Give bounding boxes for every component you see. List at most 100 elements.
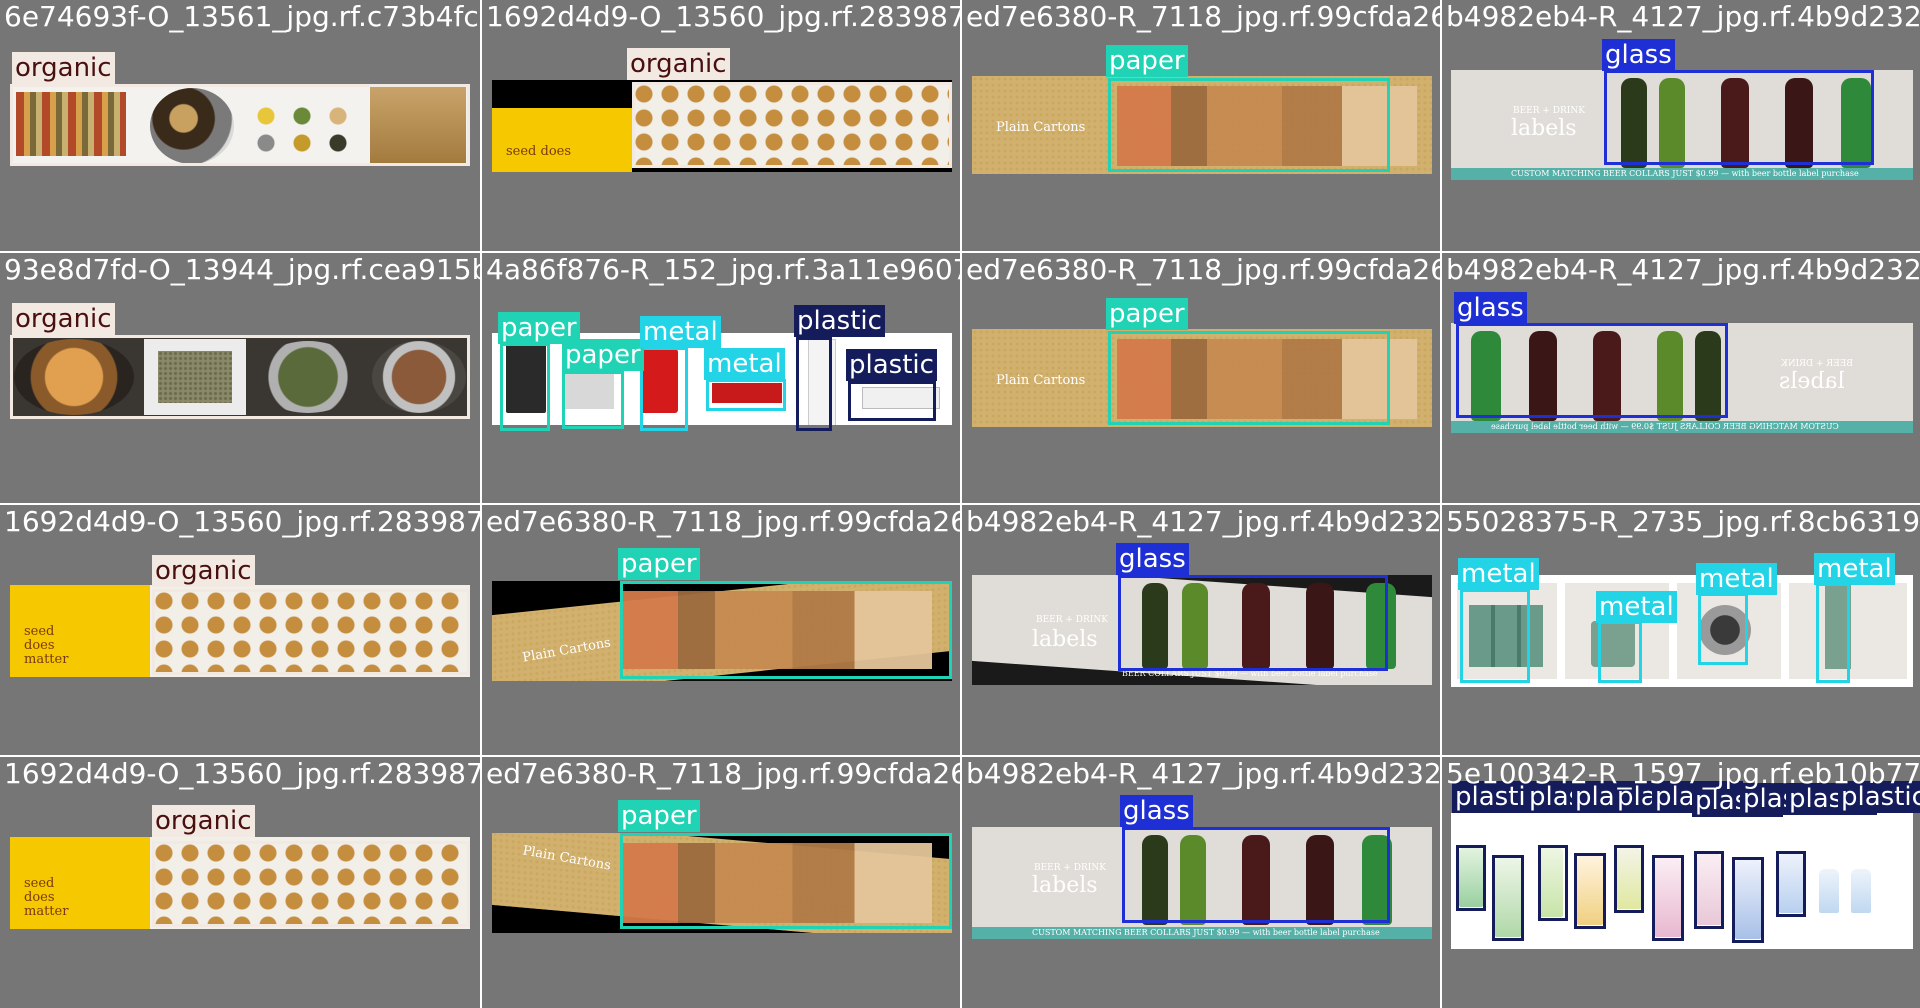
bbox-organic [10,84,470,166]
bbox-plastic [1574,853,1606,929]
label-metal: metal [1814,553,1895,585]
bbox-paper [1108,78,1390,172]
bbox-paper [620,581,952,679]
bbox-metal [706,379,786,411]
photo-text-3: CUSTOM MATCHING BEER COLLARS JUST $0.99 … [1491,422,1839,431]
chickpeas-image [152,841,468,925]
tray-contents [158,351,232,403]
bbox-paper [500,343,550,431]
sacks-image [370,86,466,164]
teal-banner [1451,421,1913,433]
bbox-organic [632,82,952,168]
bottle [1735,859,1761,939]
tile-7: ed7e6380-R_7118_jpg.rf.99cfda26a1 Plain … [962,253,1440,503]
bottle [1621,78,1647,168]
bbox-metal [1698,593,1748,665]
bottle [1785,78,1813,168]
bbox-glass [1604,70,1874,165]
bottle [1529,331,1557,421]
bottle [1841,78,1871,168]
label-metal: metal [1696,563,1777,595]
tile-6: 4a86f876-R_152_jpg.rf.3a11e9607f4 paper … [482,253,960,503]
bottle [1695,331,1721,421]
bbox-glass [1456,323,1728,418]
chickpeas-image [152,589,468,673]
bbox-organic [152,841,470,927]
tile-filename: 1692d4d9-O_13560_jpg.rf.28398781 [4,757,480,790]
tile-10: ed7e6380-R_7118_jpg.rf.99cfda26a1 Plain … [482,505,960,755]
bottle [1182,583,1208,669]
tile-photo: Plain Cartons [972,76,1432,174]
photo-text: seed does matter [24,624,69,667]
bottle [1659,78,1685,168]
bottle [1242,583,1270,669]
bbox-plastic [1652,855,1684,941]
tile-filename: 1692d4d9-O_13560_jpg.rf.28398781 [486,0,960,33]
bbox-plastic [1456,845,1486,911]
bbox-plastic [1694,851,1724,929]
bbox-glass [1118,575,1388,671]
bbox-paper [620,833,952,929]
yellow-panel [492,108,632,172]
paper-cup [506,343,546,413]
bottle [1779,853,1803,913]
bottle [1819,869,1839,913]
bbox-paper [1108,331,1390,425]
corn-cobs-image [16,92,126,156]
bottle [1539,847,1563,917]
photo-text-3: CUSTOM MATCHING BEER COLLARS JUST $0.99 … [1032,928,1380,937]
bbox-plastic [1538,845,1568,921]
label-glass: glass [1454,292,1527,324]
bbox-metal [1598,621,1642,683]
bottle [1697,853,1721,925]
cans-tower [1825,585,1851,669]
bottle [1655,857,1681,937]
bbox-organic [10,335,470,419]
photo-text: seed does [506,144,572,159]
label-organic: organic [12,303,115,335]
pan-image [372,341,466,413]
teal-banner [972,927,1432,939]
bottle [1721,78,1749,168]
tile-filename: 93e8d7fd-O_13944_jpg.rf.cea915bc1 [4,253,480,286]
bottle [1577,855,1603,925]
tile-filename: 6e74693f-O_13561_jpg.rf.c73b4fc1b [4,0,480,33]
cartons-image [1117,86,1417,166]
bbox-metal [640,347,688,431]
bottle [1306,583,1334,669]
photo-text: Plain Cartons [996,373,1086,388]
tile-filename: 1692d4d9-O_13560_jpg.rf.28398781 [4,505,480,538]
label-metal: metal [1596,591,1677,623]
tile-13: 1692d4d9-O_13560_jpg.rf.28398781 seed do… [0,757,480,1008]
tile-photo: Plain Cartons [972,329,1432,427]
bottle [1180,835,1206,925]
chickpeas-image [632,82,950,168]
tile-2: 1692d4d9-O_13560_jpg.rf.28398781 seed do… [482,0,960,251]
tile-photo: seed does [492,80,952,172]
bbox-plastic [1776,851,1806,917]
tile-photo [10,84,470,166]
bottle [1142,835,1168,925]
bbox-organic [152,589,470,675]
label-metal: metal [640,316,721,348]
photo-text-1: BEER + DRINK [1781,359,1853,369]
photo-text-2: labels [1032,627,1098,652]
tile-4: b4982eb4-R_4127_jpg.rf.4b9d2324b BEER + … [1442,0,1920,251]
tile-9: 1692d4d9-O_13560_jpg.rf.28398781 seed do… [0,505,480,755]
grain-bowl-image [150,88,234,164]
photo-text: Plain Cartons [996,120,1086,135]
label-paper: paper [618,800,700,832]
label-glass: glass [1116,543,1189,575]
label-organic: organic [152,555,255,587]
photo-text-2: labels [1511,116,1577,141]
tile-filename: 5e100342-R_1597_jpg.rf.eb10b7747 [1446,757,1920,790]
tile-12: 55028375-R_2735_jpg.rf.8cb631967 metal m… [1442,505,1920,755]
cartons-image [622,591,932,669]
bbox-metal [1816,583,1850,683]
tile-photo: Plain Cartons [492,581,952,681]
tile-filename: 4a86f876-R_152_jpg.rf.3a11e9607f4 [486,253,960,286]
label-paper: paper [1106,45,1188,77]
label-organic: organic [627,48,730,80]
tile-5: 93e8d7fd-O_13944_jpg.rf.cea915bc1 organi… [0,253,480,503]
photo-text-1: BEER + DRINK [1034,863,1106,873]
